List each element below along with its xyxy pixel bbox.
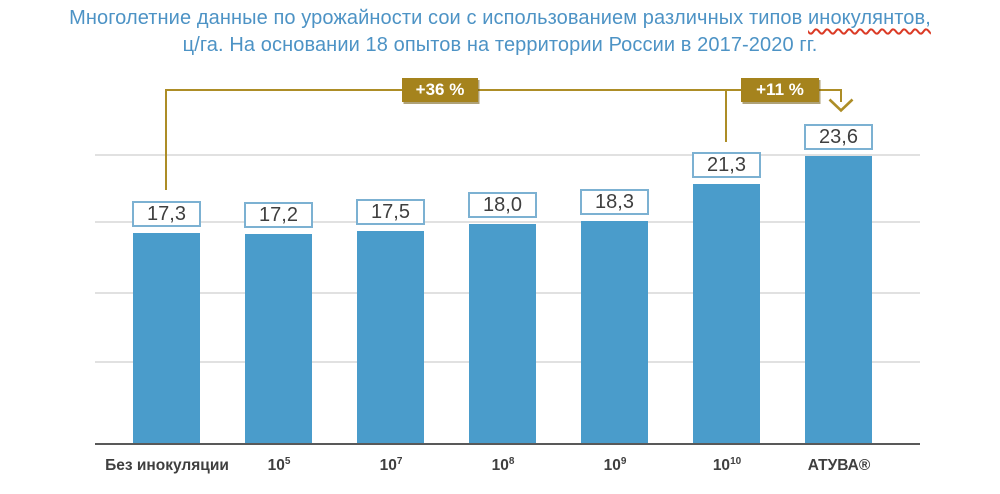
category-label: АТУВА® (807, 457, 871, 474)
value-label-box: 18,3 (580, 189, 649, 215)
category-label: 107 (379, 455, 403, 474)
bar (693, 184, 760, 443)
bar (133, 233, 200, 443)
gridline (95, 221, 920, 223)
annotation-plus-11-percent: +11 % (741, 78, 819, 102)
x-axis-line (95, 443, 920, 445)
value-label-box: 17,2 (244, 202, 313, 228)
category-label: Без инокуляции (105, 457, 229, 474)
category-label: 1010 (712, 455, 742, 474)
misspelled-word: инокулянтов, (808, 7, 931, 29)
bar (581, 221, 648, 443)
bracket-drop-first-bar (165, 89, 167, 190)
value-label-box: 17,3 (132, 201, 201, 227)
category-label: 109 (603, 455, 627, 474)
category-label: 105 (267, 455, 291, 474)
arrow-stem (840, 89, 842, 102)
value-label-box: 21,3 (692, 152, 761, 178)
gridline (95, 154, 920, 156)
category-label: 108 (491, 455, 515, 474)
chart-title-line1: Многолетние данные по урожайности сои с … (0, 5, 1000, 32)
arrow-down-icon (828, 98, 854, 113)
annotation-plus-36-percent: +36 % (402, 78, 478, 102)
value-label-box: 17,5 (356, 199, 425, 225)
chart-title-line2: ц/га. На основании 18 опытов на территор… (182, 34, 818, 56)
bar (469, 224, 536, 443)
bracket-drop-sixth-bar (725, 89, 727, 142)
value-label-box: 18,0 (468, 192, 537, 218)
bar (805, 156, 872, 443)
title-text: Многолетние данные по урожайности сои с … (69, 7, 809, 29)
chart-title: Многолетние данные по урожайности сои с … (0, 5, 1000, 59)
bracket-horizontal-line (165, 89, 842, 91)
value-label-box: 23,6 (804, 124, 873, 150)
bar (245, 234, 312, 443)
bar (357, 231, 424, 443)
